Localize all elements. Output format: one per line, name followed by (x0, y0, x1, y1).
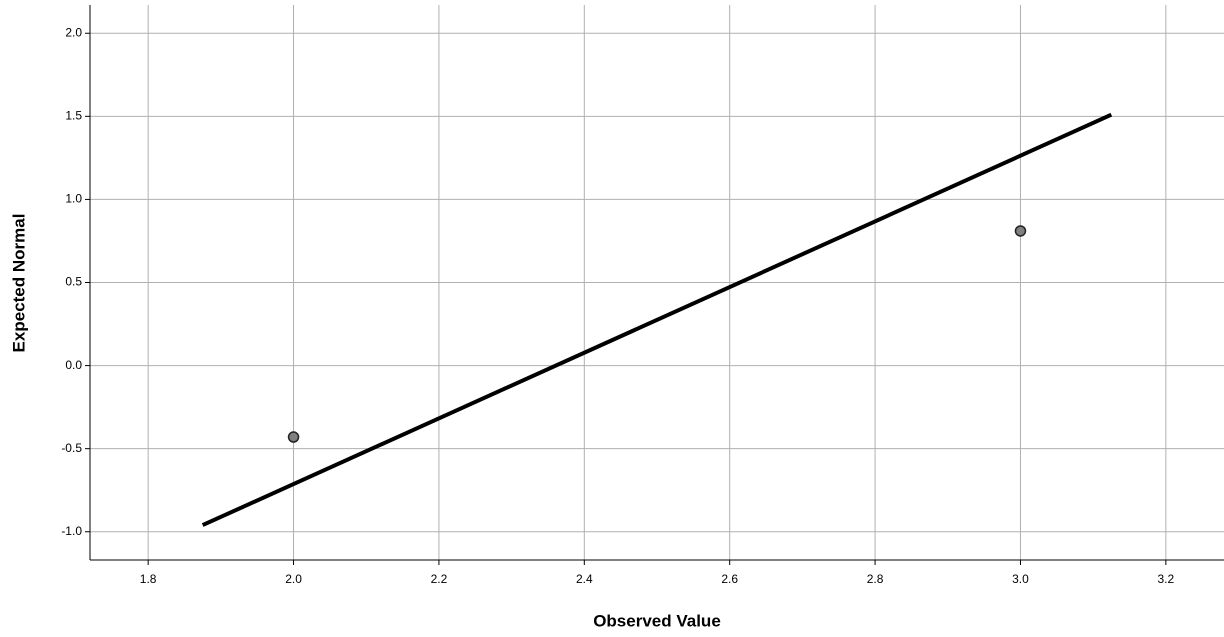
x-tick-label: 2.4 (576, 572, 593, 586)
x-tick-label: 2.2 (431, 572, 448, 586)
point (1014, 225, 1027, 237)
x-tick-label: 3.0 (1012, 572, 1029, 586)
point (287, 431, 300, 443)
x-tick-label: 2.6 (721, 572, 738, 586)
y-tick-label: 0.5 (65, 275, 82, 289)
y-axis-title: Expected Normal (9, 214, 28, 353)
x-tick-label: 2.0 (285, 572, 302, 586)
x-tick-label: 3.2 (1158, 572, 1175, 586)
y-tick-label: 1.0 (65, 192, 82, 206)
y-tick-label: 1.5 (65, 109, 82, 123)
reference-line (201, 112, 1113, 527)
y-tick-label: 2.0 (65, 25, 82, 39)
y-tick-label: 0.0 (65, 358, 82, 372)
y-tick-label: -1.0 (61, 524, 82, 538)
y-tick-label: -0.5 (61, 441, 82, 455)
x-tick-label: 1.8 (140, 572, 157, 586)
x-axis-title: Observed Value (593, 611, 721, 630)
x-tick-label: 2.8 (867, 572, 884, 586)
